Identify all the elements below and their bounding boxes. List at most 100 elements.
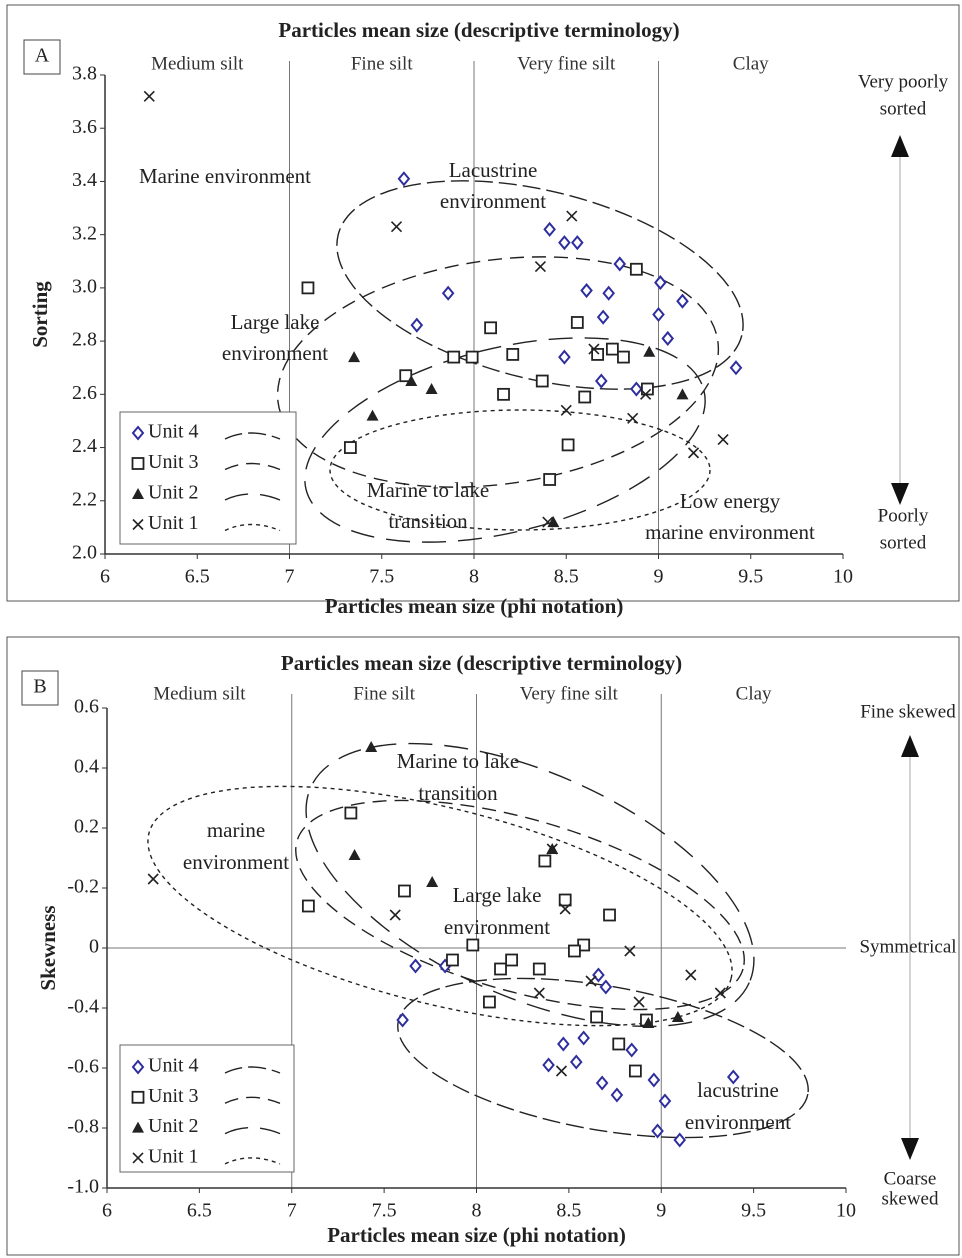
y-tick-label: -0.2 <box>67 876 99 898</box>
point <box>643 345 656 357</box>
size-class-label: Medium silt <box>151 53 244 74</box>
environment-label: environment <box>183 850 289 874</box>
unit-envelope <box>336 180 744 390</box>
point <box>447 350 461 364</box>
size-class-label: Clay <box>733 53 769 74</box>
y-tick-label: 3.8 <box>72 63 97 85</box>
x-tick-label: 10 <box>833 566 853 588</box>
legend-line <box>224 1157 281 1165</box>
panel-letter-box <box>21 670 59 706</box>
point <box>390 221 403 233</box>
x-tick-label: 8 <box>469 566 479 588</box>
x-tick-label: 8.5 <box>554 566 579 588</box>
side-label: Very poorly <box>858 71 949 92</box>
unit-envelope <box>304 337 706 543</box>
point <box>605 342 619 356</box>
unit-envelope <box>147 785 733 1027</box>
point <box>546 843 558 855</box>
unit-envelope <box>305 742 755 1028</box>
y-tick-label: 2.2 <box>72 488 97 510</box>
point <box>535 374 549 388</box>
y-tick-label: 2.0 <box>72 542 97 564</box>
y-tick-label: 0 <box>89 936 99 958</box>
point <box>542 1057 555 1073</box>
environment-label: Marine to lake <box>397 749 519 773</box>
point <box>642 1017 655 1028</box>
point <box>441 285 455 301</box>
x-tick-label: 8 <box>472 1200 482 1222</box>
panel-letter: B <box>33 676 46 698</box>
side-arrow-head <box>891 135 909 157</box>
legend-line <box>224 1066 281 1074</box>
point <box>612 1037 626 1051</box>
x-tick-label: 7.5 <box>372 1200 397 1222</box>
point <box>505 953 519 967</box>
point <box>714 987 726 999</box>
environment-label: environment <box>222 341 328 365</box>
y-axis-label: Sorting <box>28 281 52 348</box>
side-label: Fine skewed <box>860 701 956 722</box>
size-class-label: Fine silt <box>353 683 415 704</box>
side-label: sorted <box>880 98 927 119</box>
point <box>633 996 645 1008</box>
side-arrow-head <box>891 483 909 505</box>
side-label: Symmetrical <box>859 936 956 957</box>
environment-label: environment <box>440 189 546 213</box>
point <box>676 388 689 400</box>
legend-box <box>119 411 297 545</box>
point <box>628 1064 642 1078</box>
point <box>425 383 438 395</box>
environment-label: environment <box>444 915 550 939</box>
point <box>557 1036 570 1052</box>
point <box>585 975 597 987</box>
side-label: skewed <box>882 1188 939 1209</box>
x-tick-label: 6 <box>102 1200 112 1222</box>
legend-marker <box>132 518 144 531</box>
legend-line <box>224 1126 281 1135</box>
point <box>543 221 556 237</box>
point <box>625 1042 638 1058</box>
point <box>592 967 605 983</box>
size-class-label: Clay <box>736 683 772 704</box>
point <box>348 351 361 363</box>
x-tick-label: 10 <box>836 1200 856 1222</box>
point <box>389 909 401 921</box>
point <box>533 987 545 999</box>
point <box>301 899 315 913</box>
x-tick-label: 9.5 <box>738 566 763 588</box>
x-tick-label: 7.5 <box>369 566 394 588</box>
point <box>558 349 571 365</box>
point <box>484 321 498 335</box>
point <box>561 438 575 452</box>
point <box>566 210 578 222</box>
panel-frame <box>6 4 960 602</box>
point <box>446 953 459 967</box>
point <box>366 409 379 421</box>
legend-marker <box>131 1059 145 1075</box>
point <box>577 1030 590 1046</box>
x-tick-label: 9 <box>656 1200 666 1222</box>
unit-envelope <box>329 409 711 531</box>
environment-label: marine <box>207 818 265 842</box>
point <box>365 741 378 752</box>
environment-label: lacustrine <box>697 1078 779 1102</box>
y-axis-label: Skewness <box>36 905 60 990</box>
point <box>405 375 418 387</box>
point <box>685 969 697 981</box>
point <box>532 962 546 976</box>
legend-box <box>119 1044 295 1173</box>
environment-label: Large lake <box>453 883 542 907</box>
point <box>641 382 654 396</box>
point <box>627 412 639 424</box>
legend-line <box>224 432 281 440</box>
point <box>687 447 700 459</box>
environment-label: Marine environment <box>139 164 311 188</box>
point <box>629 262 643 276</box>
size-class-label: Fine silt <box>351 53 413 74</box>
y-tick-label: 2.8 <box>72 329 97 351</box>
side-arrow-head <box>901 1138 919 1160</box>
point <box>558 235 571 251</box>
point <box>610 1087 624 1103</box>
legend-marker <box>131 425 145 441</box>
size-class-label: Very fine silt <box>517 53 616 74</box>
